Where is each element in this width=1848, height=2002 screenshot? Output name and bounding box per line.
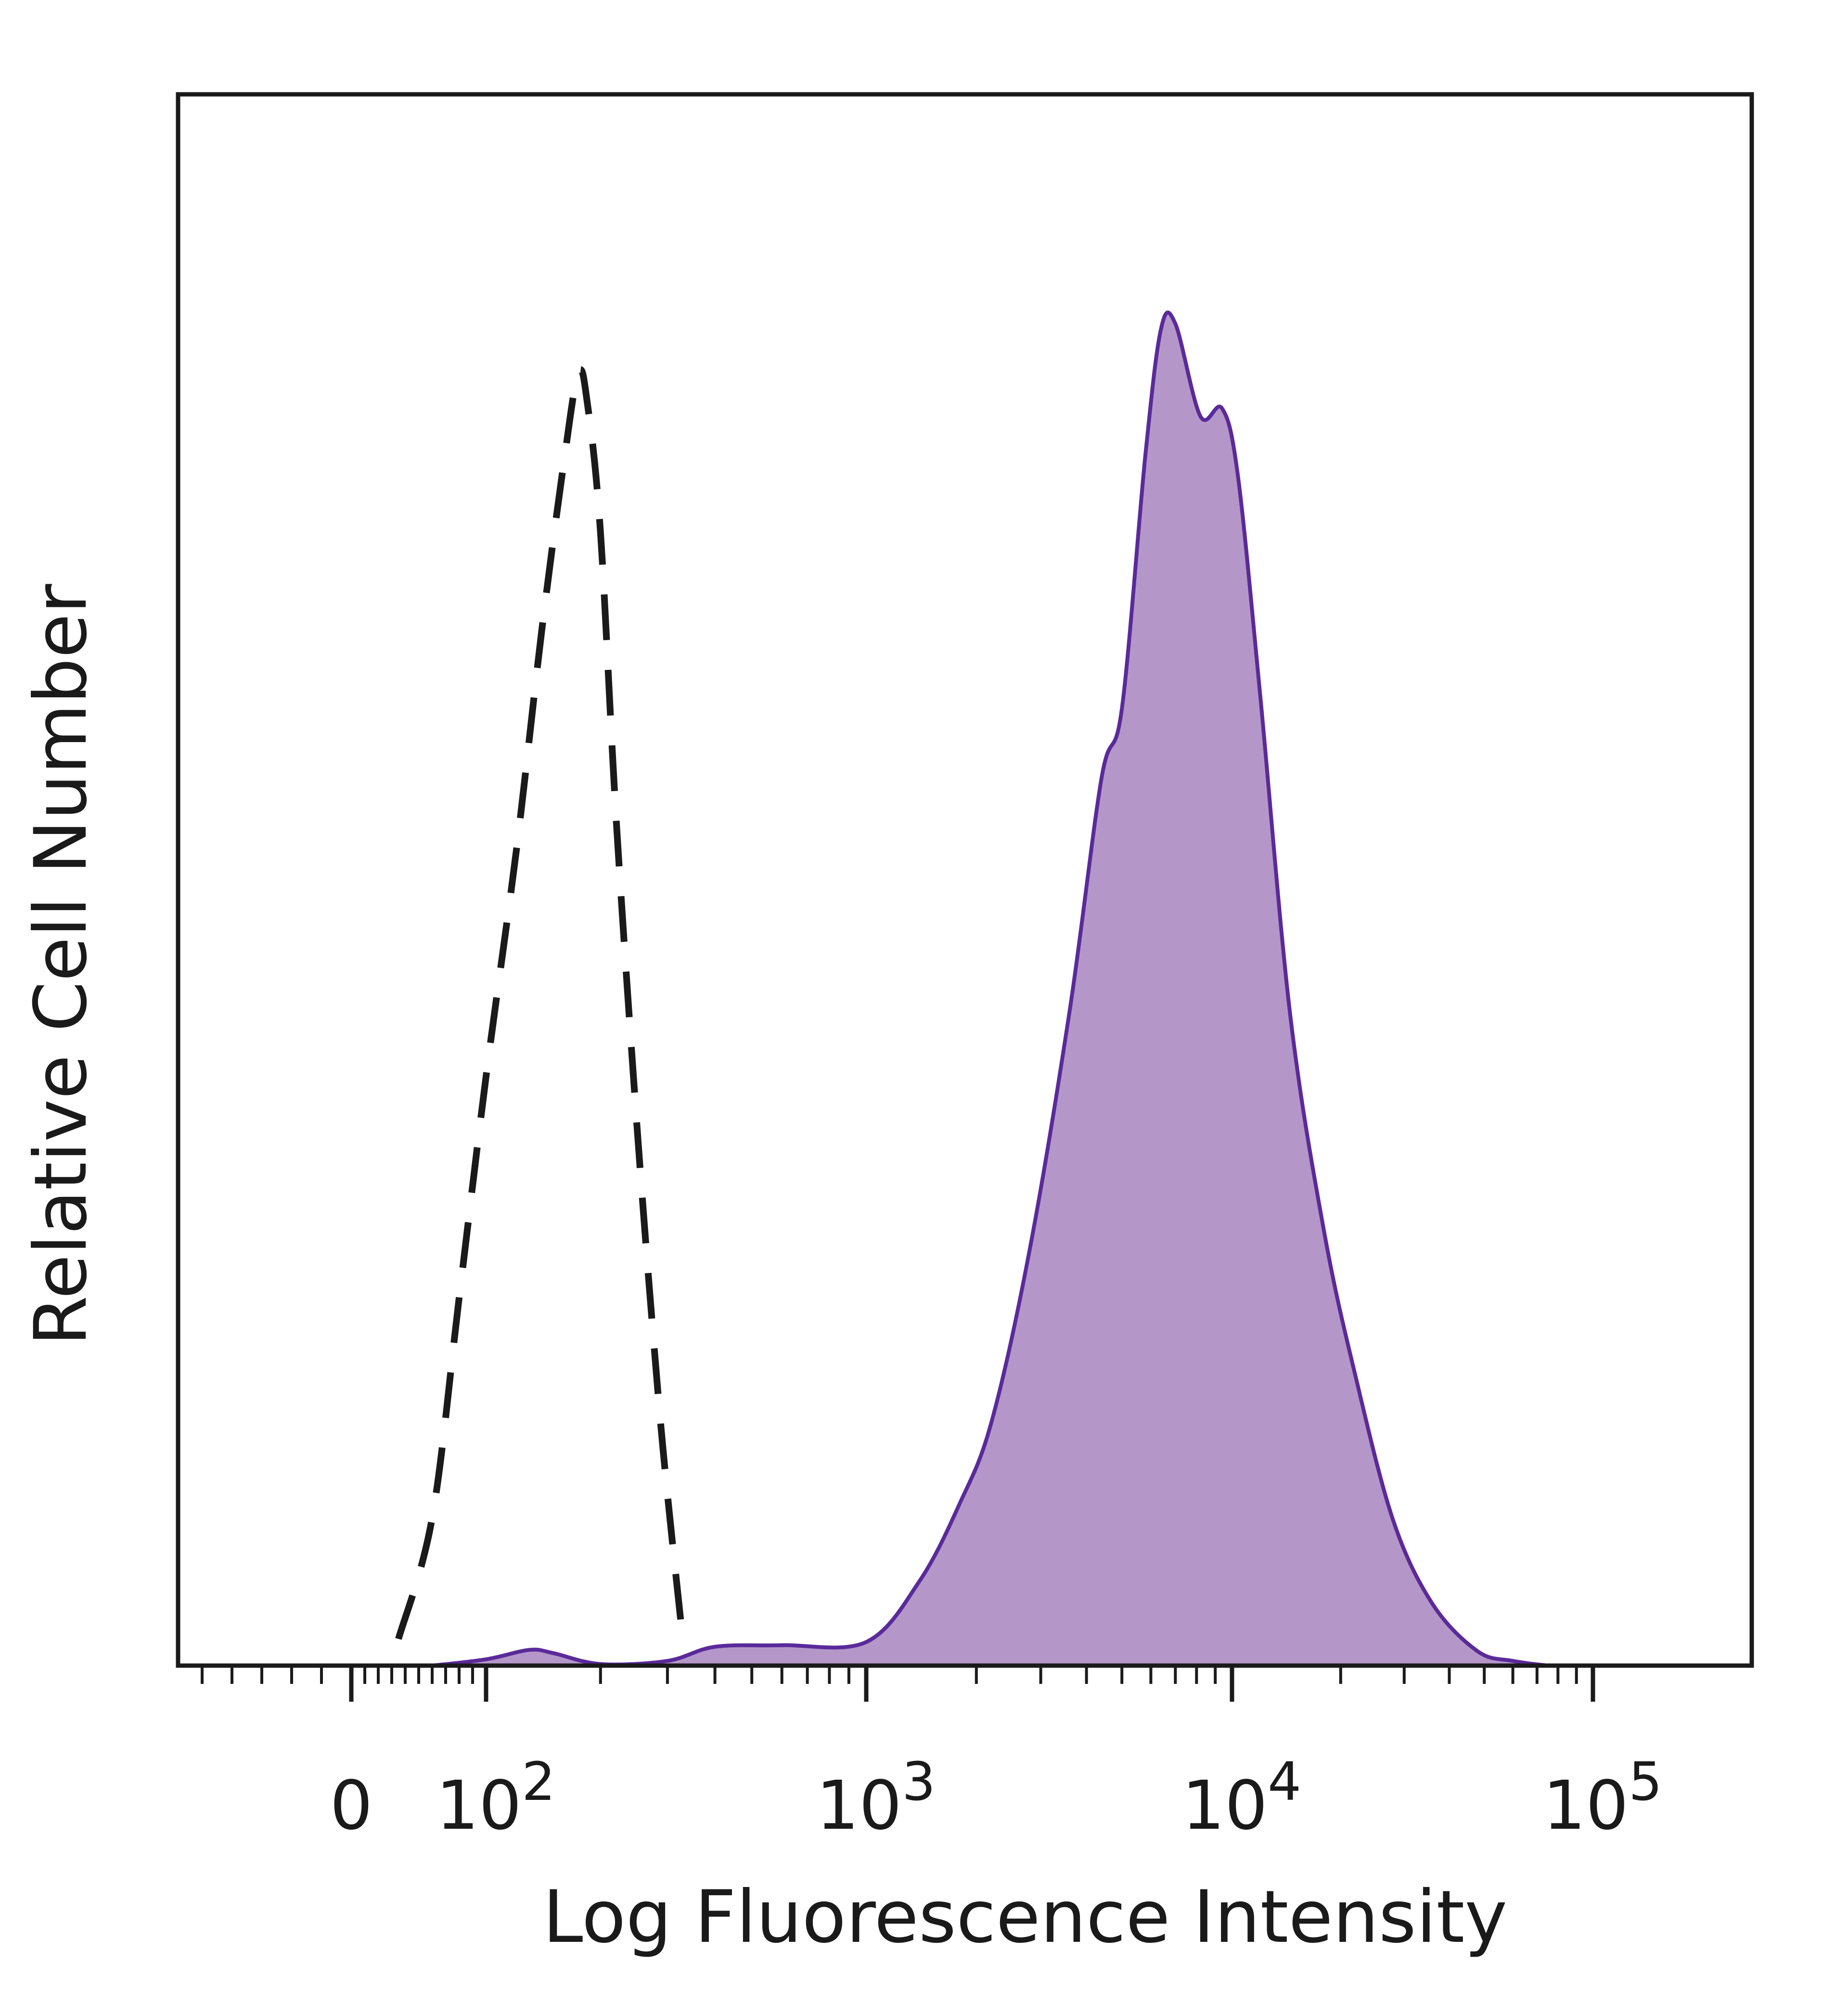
series-0-line (395, 366, 687, 1644)
x-tick-label: 102 (436, 1751, 555, 1845)
x-axis-ticks (201, 1666, 1595, 1702)
x-tick-label: 0 (330, 1767, 372, 1845)
x-tick-label: 104 (1182, 1751, 1301, 1845)
x-axis-label: Log Fluorescence Intensity (543, 1875, 1507, 1959)
series-1-area (432, 312, 1548, 1666)
x-tick-label: 103 (816, 1751, 936, 1845)
x-axis-tick-labels: 0 102 103 104 105 (330, 1751, 1662, 1845)
series-layer (395, 310, 1550, 1668)
y-axis-label: Relative Cell Number (19, 584, 103, 1346)
plot-frame (176, 92, 1754, 1668)
x-tick-label: 105 (1543, 1751, 1662, 1845)
series-1-line (430, 310, 1550, 1668)
